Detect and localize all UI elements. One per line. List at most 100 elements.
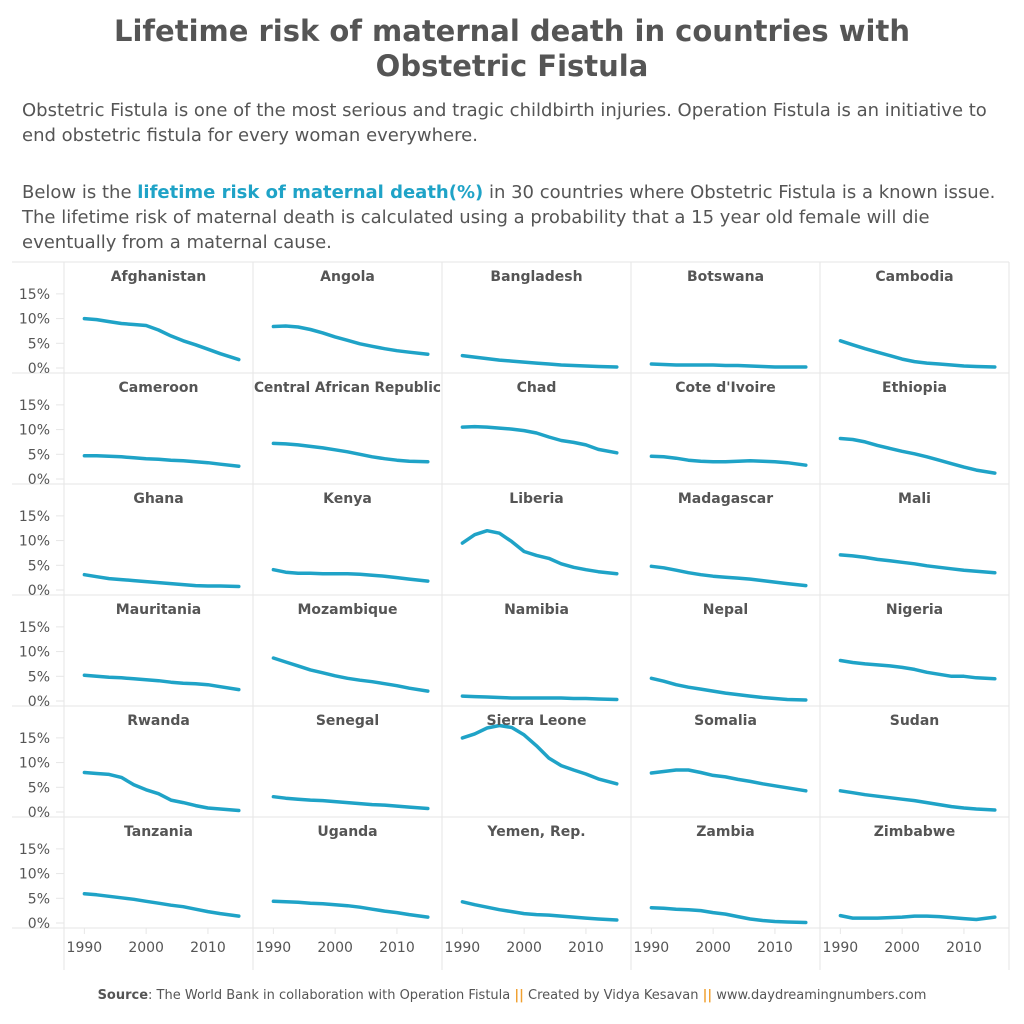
series-line (460, 723, 619, 786)
y-tick-label: 15% (19, 620, 50, 636)
footer-source-label: Source (97, 988, 149, 1003)
panel-title: Chad (517, 380, 557, 396)
x-tick-label: 2000 (695, 940, 731, 956)
panel-title: Nepal (703, 602, 748, 618)
series-line (82, 316, 241, 362)
panel-title: Afghanistan (111, 269, 207, 285)
series-line (271, 794, 430, 811)
panel-title: Nigeria (886, 602, 943, 618)
panel-title: Namibia (504, 602, 569, 618)
panel-title: Liberia (509, 491, 563, 507)
panel-title: Madagascar (678, 491, 773, 507)
y-tick-label: 10% (19, 867, 50, 883)
footer-source-text: : The World Bank in collaboration with O… (148, 988, 515, 1003)
footer-created-by: Created by Vidya Kesavan (523, 988, 703, 1003)
panel-title: Uganda (317, 824, 377, 840)
panel-title: Tanzania (124, 824, 193, 840)
x-tick-label: 1990 (634, 940, 670, 956)
footer-separator-1: || (514, 988, 524, 1003)
y-tick-label: 0% (28, 916, 50, 932)
series-line (82, 770, 241, 813)
panel-title: Cote d'Ivoire (675, 380, 775, 396)
y-tick-label: 10% (19, 312, 50, 328)
series-line (649, 905, 808, 925)
series-line (460, 353, 619, 369)
series-line (838, 789, 997, 812)
y-tick-label: 5% (28, 447, 50, 463)
footer-separator-2: || (702, 988, 713, 1003)
x-tick-label: 1990 (823, 940, 859, 956)
panel-title: Zambia (696, 824, 754, 840)
y-tick-label: 15% (19, 842, 50, 858)
y-tick-label: 0% (28, 694, 50, 710)
x-tick-label: 1990 (67, 940, 103, 956)
series-line (82, 572, 241, 589)
y-tick-label: 0% (28, 583, 50, 599)
panel-title: Zimbabwe (874, 824, 955, 840)
series-line (271, 567, 430, 583)
series-line (271, 324, 430, 356)
series-line (838, 553, 997, 575)
panel-title: Somalia (694, 713, 757, 729)
panel-title: Mozambique (297, 602, 397, 618)
footer-website: www.daydreamingnumbers.com (712, 988, 927, 1003)
panel-title: Ghana (133, 491, 183, 507)
panel-title: Sierra Leone (486, 713, 586, 729)
series-line (460, 694, 619, 702)
x-tick-label: 2010 (568, 940, 604, 956)
panel-title: Kenya (323, 491, 372, 507)
panel-title: Senegal (316, 713, 379, 729)
series-line (460, 528, 619, 576)
series-line (271, 899, 430, 919)
series-line (649, 676, 808, 702)
panel-title: Sudan (890, 713, 940, 729)
series-line (271, 656, 430, 693)
x-tick-label: 2010 (379, 940, 415, 956)
x-tick-label: 2010 (946, 940, 982, 956)
intro-text: Obstetric Fistula is one of the most ser… (22, 100, 987, 146)
x-tick-label: 1990 (445, 940, 481, 956)
panel-title: Ethiopia (882, 380, 947, 396)
y-tick-label: 0% (28, 472, 50, 488)
x-tick-label: 2000 (317, 940, 353, 956)
panel-title: Bangladesh (490, 269, 582, 285)
description-highlight: lifetime risk of maternal death(%) (137, 182, 484, 203)
y-tick-label: 10% (19, 423, 50, 439)
x-tick-label: 2000 (128, 940, 164, 956)
x-tick-label: 2010 (190, 940, 226, 956)
y-tick-label: 5% (28, 558, 50, 574)
panel-title: Central African Republic (254, 380, 441, 396)
series-line (838, 658, 997, 681)
series-line (838, 339, 997, 369)
description-before: Below is the (22, 182, 138, 203)
panel-title: Yemen, Rep. (486, 824, 585, 840)
chart-title: Lifetime risk of maternal death in count… (114, 14, 910, 83)
y-tick-label: 5% (28, 669, 50, 685)
y-tick-label: 15% (19, 509, 50, 525)
series-line (82, 892, 241, 918)
panel-title: Cameroon (119, 380, 199, 396)
x-tick-label: 2000 (506, 940, 542, 956)
series-line (460, 424, 619, 455)
series-line (649, 362, 808, 369)
series-line (838, 913, 997, 922)
x-tick-label: 2000 (884, 940, 920, 956)
series-line (460, 900, 619, 922)
panel-title: Angola (320, 269, 375, 285)
panel-title: Mali (898, 491, 931, 507)
y-tick-label: 15% (19, 287, 50, 303)
y-tick-label: 5% (28, 891, 50, 907)
panel-title: Mauritania (116, 602, 201, 618)
description-after: in 30 countries where Obstetric Fistula … (22, 182, 996, 253)
series-line (838, 436, 997, 475)
series-line (649, 564, 808, 588)
y-tick-label: 10% (19, 756, 50, 772)
x-tick-label: 2010 (757, 940, 793, 956)
series-line (82, 454, 241, 468)
series-line (82, 673, 241, 692)
y-tick-label: 10% (19, 645, 50, 661)
footer: Source: The World Bank in collaboration … (0, 988, 1024, 1003)
x-tick-label: 1990 (256, 940, 292, 956)
y-tick-label: 10% (19, 534, 50, 550)
y-tick-label: 0% (28, 361, 50, 377)
